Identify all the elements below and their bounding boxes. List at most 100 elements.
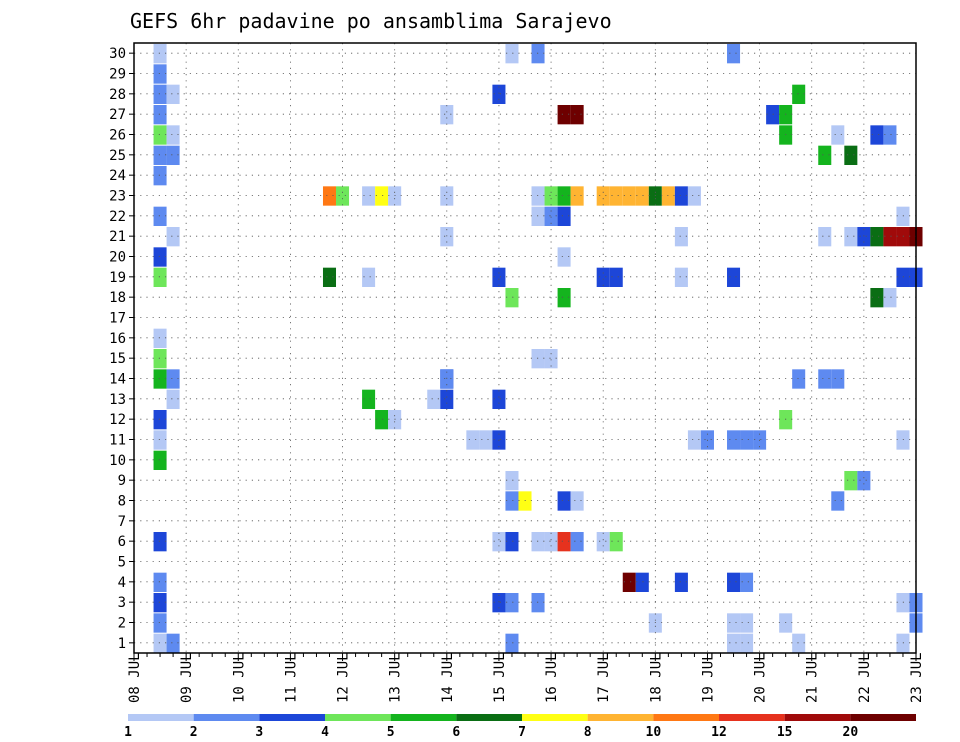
heatmap-cell — [570, 186, 584, 206]
y-tick-label: 19 — [109, 270, 126, 286]
y-tick-label: 10 — [109, 453, 126, 469]
heatmap-cell — [727, 44, 741, 64]
heatmap-cell — [896, 430, 910, 450]
heatmap-cell — [153, 145, 167, 165]
y-tick-label: 2 — [118, 616, 126, 632]
heatmap-cell — [609, 186, 623, 206]
heatmap-cell — [336, 186, 350, 206]
heatmap-cell — [362, 389, 376, 409]
y-tick-label: 17 — [109, 311, 126, 327]
heatmap-cell — [479, 430, 493, 450]
heatmap-cell — [792, 633, 806, 653]
heatmap-cell — [727, 613, 741, 633]
y-tick-label: 25 — [109, 148, 126, 164]
heatmap-cell — [492, 267, 506, 287]
heatmap-cell — [570, 532, 584, 552]
heatmap-cell — [831, 491, 845, 511]
heatmap-cell — [818, 227, 832, 247]
heatmap-cell — [557, 186, 571, 206]
x-tick-label: 08 JUL — [127, 652, 143, 703]
heatmap-cell — [492, 532, 506, 552]
heatmap-cell — [557, 206, 571, 226]
heatmap-cell — [557, 247, 571, 267]
heatmap-cell — [740, 633, 754, 653]
heatmap-cells — [153, 44, 923, 653]
heatmap-cell — [687, 186, 701, 206]
heatmap-cell — [740, 572, 754, 592]
y-tick-label: 11 — [109, 433, 126, 449]
y-tick-label: 20 — [109, 250, 126, 266]
heatmap-cell — [870, 125, 884, 145]
heatmap-cell — [544, 532, 558, 552]
heatmap-cell — [362, 267, 376, 287]
y-tick-label: 30 — [109, 46, 126, 62]
heatmap-cell — [622, 572, 636, 592]
heatmap-cell — [505, 471, 519, 491]
x-tick-label: 16 JUL — [544, 652, 560, 703]
colorbar-segment — [784, 714, 851, 721]
chart-title: GEFS 6hr padavine po ansamblima Sarajevo — [130, 9, 612, 33]
heatmap-cell — [596, 186, 610, 206]
x-tick-label: 15 JUL — [492, 652, 508, 703]
y-tick-label: 23 — [109, 189, 126, 205]
heatmap-cell — [857, 227, 871, 247]
heatmap-cell — [166, 125, 180, 145]
heatmap-cell — [635, 572, 649, 592]
heatmap-cell — [153, 410, 167, 430]
heatmap-cell — [779, 613, 793, 633]
heatmap-cell — [596, 532, 610, 552]
y-tick-label: 16 — [109, 331, 126, 347]
colorbar: 1 2 3 4 5 6 7 8 10 12 15 20 — [124, 714, 916, 740]
heatmap-cell — [153, 349, 167, 369]
heatmap-cell — [440, 389, 454, 409]
heatmap-cell — [727, 633, 741, 653]
heatmap-cell — [375, 186, 389, 206]
y-tick-label: 18 — [109, 290, 126, 306]
heatmap-cell — [531, 44, 545, 64]
heatmap-cell — [153, 430, 167, 450]
heatmap-cell — [166, 227, 180, 247]
heatmap-cell — [792, 84, 806, 104]
y-tick-label: 14 — [109, 372, 126, 388]
heatmap-cell — [153, 267, 167, 287]
colorbar-label: 3 — [255, 725, 263, 740]
y-tick-label: 5 — [118, 555, 126, 571]
heatmap-cell — [153, 633, 167, 653]
x-tick-label: 20 JUL — [753, 652, 769, 703]
heatmap-cell — [153, 450, 167, 470]
heatmap-cell — [440, 186, 454, 206]
y-tick-label: 8 — [118, 494, 126, 510]
heatmap-cell — [857, 471, 871, 491]
heatmap-cell — [505, 288, 519, 308]
heatmap-cell — [883, 125, 897, 145]
colorbar-segment — [390, 714, 457, 721]
grid-lines — [134, 43, 916, 653]
heatmap-cell — [740, 430, 754, 450]
y-tick-label: 28 — [109, 87, 126, 103]
heatmap-cell — [544, 186, 558, 206]
heatmap-cell — [375, 410, 389, 430]
x-tick-label: 23 JUL — [909, 652, 925, 703]
heatmap-cell — [896, 633, 910, 653]
colorbar-label: 20 — [843, 725, 859, 740]
x-tick-label: 10 JUL — [231, 652, 247, 703]
y-tick-label: 21 — [109, 229, 126, 245]
heatmap-cell — [727, 572, 741, 592]
y-tick-label: 4 — [118, 575, 126, 591]
heatmap-cell — [153, 572, 167, 592]
x-tick-label: 09 JUL — [179, 652, 195, 703]
heatmap-cell — [674, 572, 688, 592]
y-tick-label: 6 — [118, 534, 126, 550]
colorbar-label: 8 — [584, 725, 592, 740]
heatmap-cell — [153, 64, 167, 84]
heatmap-cell — [492, 593, 506, 613]
colorbar-segment — [653, 714, 719, 721]
heatmap-cell — [531, 349, 545, 369]
colorbar-segment — [587, 714, 654, 721]
heatmap-cell — [544, 349, 558, 369]
heatmap-cell — [153, 369, 167, 389]
heatmap-cell — [622, 186, 636, 206]
heatmap-cell — [531, 186, 545, 206]
heatmap-cell — [322, 267, 337, 287]
heatmap-cell — [492, 84, 506, 104]
